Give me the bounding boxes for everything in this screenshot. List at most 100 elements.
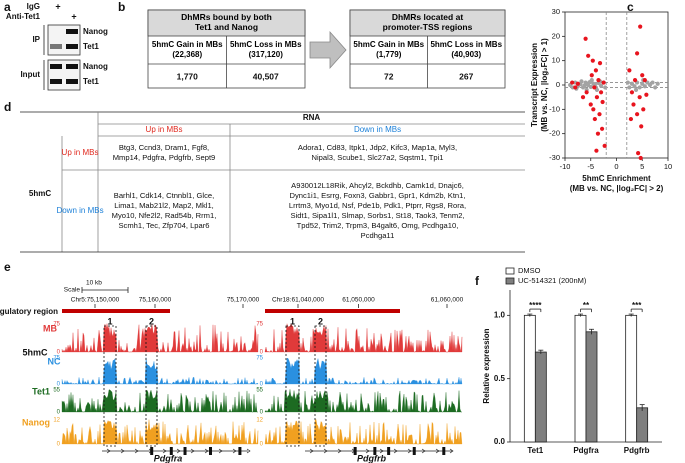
y-tick-label: 0 [556, 80, 560, 89]
track-name: NC [48, 356, 61, 366]
gene-arrow [337, 448, 342, 454]
label: Nanog [83, 27, 108, 36]
label: RNA [303, 113, 321, 122]
gene-arrow [134, 448, 139, 454]
point [597, 61, 603, 66]
gene-arrow [218, 448, 223, 454]
point [599, 126, 605, 131]
label: Tet1 [83, 77, 99, 86]
gene-arrow [323, 448, 328, 454]
region-number: 1 [290, 316, 295, 326]
track-scale: 12 [256, 418, 263, 424]
band [50, 44, 62, 49]
table-value: 40,507 [253, 71, 279, 81]
gene-list: Pcdhga11 [361, 231, 395, 240]
gene-list: Adora1, Cd83, Itpk1, Jdp2, Kifc3, Map1a,… [298, 143, 457, 152]
track-scale: 75 [53, 356, 60, 362]
panel-letter: a [4, 0, 11, 14]
point [638, 24, 643, 29]
label: Anti-Tet1 [6, 12, 41, 21]
regulatory-region [62, 309, 170, 313]
point [588, 84, 593, 90]
point [603, 85, 608, 90]
gene-arrow [246, 448, 251, 454]
label: 5hmC [29, 189, 51, 198]
gene-list: Btg3, Ccnd3, Dram1, Fgf8, [119, 143, 209, 152]
y-axis-label: (MB vs. NC, |log₂FC| > 1) [540, 38, 549, 132]
gene-arrow [421, 448, 426, 454]
point [583, 36, 588, 41]
y-tick-label: -20 [549, 129, 560, 138]
point [631, 102, 636, 107]
track-scale: 75 [256, 322, 263, 328]
point [596, 78, 601, 83]
panel-letter: d [4, 100, 11, 114]
table-header-cell: 5hmC Gain in MBs (22,368) [152, 40, 223, 59]
x-axis-label: (MB vs. NC, |log₂FC| > 2) [570, 184, 664, 193]
blot [47, 24, 81, 56]
label: Up in MBs [146, 125, 183, 134]
track-name: Tet1 [32, 386, 50, 396]
y-tick-label: 1.0 [494, 310, 506, 319]
gene-list: A930012L18Rik, Ahcyl2, Bckdhb, Camk1d, D… [291, 181, 464, 190]
point [625, 80, 630, 85]
point [589, 73, 594, 78]
gene-list: Dync1i1, Esrrg, Foxn3, Gabbr1, Gpr1, Kdm… [289, 191, 465, 200]
coordinate: 75,170,000 [227, 297, 260, 304]
point [637, 85, 642, 90]
gene-arrow [176, 448, 181, 454]
significance: **** [529, 301, 542, 310]
gene-arrow [379, 448, 384, 454]
table-value: 1,770 [177, 71, 199, 81]
label: + [71, 11, 76, 21]
panel-letter: e [4, 260, 11, 274]
gene-arrow [309, 448, 314, 454]
signal-track [61, 419, 259, 445]
y-axis-label: Transcript Expression [530, 43, 539, 127]
gene-name: Pdgfra [154, 453, 183, 463]
legend-label: DMSO [518, 266, 541, 275]
gene-arrow [365, 448, 370, 454]
label: IP [32, 35, 40, 44]
signal-track [264, 418, 463, 445]
gene-arrow [204, 448, 209, 454]
track-scale: 75 [53, 322, 60, 328]
regulatory-region [265, 309, 400, 313]
point [653, 85, 658, 90]
bar [574, 314, 587, 443]
point [632, 84, 637, 89]
label: Down in MBs [354, 125, 401, 134]
point [629, 90, 635, 95]
gene-arrow [435, 448, 440, 454]
point [598, 83, 604, 88]
exon [238, 447, 242, 455]
gene-list: Myo10, Nfe2l2, Rad54b, Rrm1, [112, 211, 217, 220]
gene-name: Pdgfrb [357, 453, 386, 463]
bar [523, 314, 536, 443]
coordinate: 75,160,000 [139, 297, 172, 304]
y-tick-label: 30 [552, 7, 560, 16]
panel-letter: b [118, 0, 125, 14]
label: Regulatory region [0, 307, 58, 316]
x-tick-label: Pdgfrb [624, 446, 650, 455]
exon [353, 447, 357, 455]
exon [442, 447, 446, 455]
bar [534, 351, 547, 443]
point [584, 90, 589, 95]
point [640, 73, 645, 78]
point [595, 131, 601, 136]
signal-track [264, 358, 463, 385]
label: 5hmC [22, 347, 48, 357]
label: 10 kb [86, 280, 102, 287]
band [50, 79, 62, 84]
panel-letter: c [627, 0, 634, 14]
y-tick-label: 10 [552, 56, 560, 65]
x-tick-label: 0 [614, 162, 618, 171]
region-number: 1 [107, 316, 112, 326]
point [588, 102, 593, 107]
point [591, 107, 596, 112]
table-value: 72 [384, 71, 394, 81]
point [632, 78, 638, 83]
table-header-cell: 5hmC Gain in MBs (1,779) [353, 40, 424, 59]
